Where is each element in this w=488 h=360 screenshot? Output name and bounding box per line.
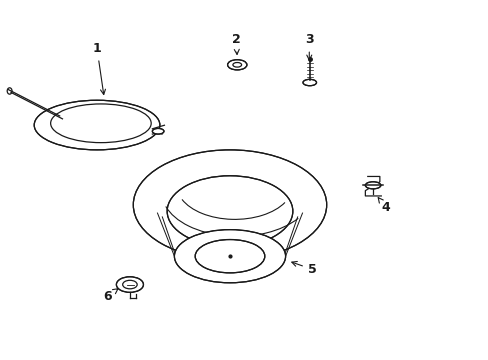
Ellipse shape bbox=[167, 176, 292, 247]
Text: 3: 3 bbox=[305, 33, 313, 60]
Ellipse shape bbox=[227, 60, 246, 70]
Ellipse shape bbox=[365, 182, 380, 189]
Ellipse shape bbox=[34, 100, 160, 150]
Text: 6: 6 bbox=[103, 289, 118, 303]
Text: 1: 1 bbox=[93, 42, 105, 94]
Ellipse shape bbox=[195, 239, 264, 273]
Ellipse shape bbox=[152, 129, 163, 134]
Ellipse shape bbox=[133, 150, 326, 260]
Text: 5: 5 bbox=[291, 261, 316, 276]
Ellipse shape bbox=[116, 277, 143, 292]
Ellipse shape bbox=[174, 230, 285, 283]
Text: 2: 2 bbox=[231, 33, 240, 54]
Ellipse shape bbox=[303, 79, 316, 86]
Text: 4: 4 bbox=[377, 198, 390, 214]
